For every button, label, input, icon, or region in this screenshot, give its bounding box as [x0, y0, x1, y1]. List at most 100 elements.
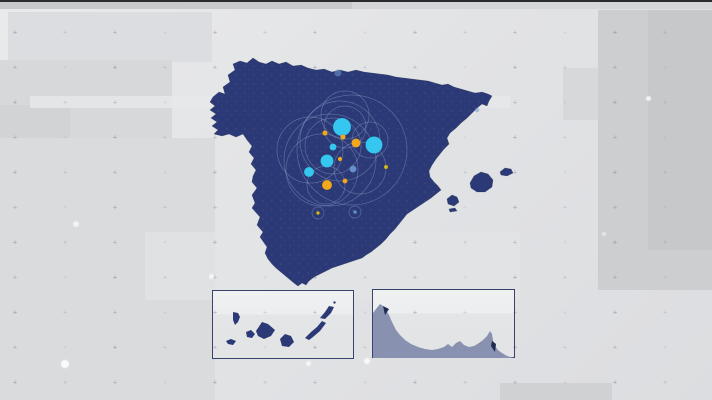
white-dot	[73, 221, 79, 227]
grid-plus-mark: +	[662, 133, 668, 142]
radar-ring	[296, 94, 408, 206]
grid-plus-mark: +	[412, 203, 418, 212]
grid-plus-mark: +	[612, 238, 618, 247]
grid-plus-mark: +	[262, 273, 268, 282]
grid-plus-mark: +	[12, 308, 18, 317]
grid-plus-mark: +	[512, 378, 518, 387]
grid-plus-mark: +	[112, 98, 118, 107]
grid-plus-mark: +	[312, 378, 318, 387]
grid-plus-mark: +	[212, 98, 218, 107]
grid-plus-mark: +	[462, 63, 468, 72]
grid-plus-mark: +	[162, 238, 168, 247]
grid-plus-mark: +	[112, 168, 118, 177]
grid-plus-mark: +	[562, 63, 568, 72]
map-bubble-cyan	[320, 154, 334, 168]
grid-plus-mark: +	[612, 28, 618, 37]
grid-plus-mark: +	[462, 168, 468, 177]
background-panel	[598, 10, 712, 290]
grid-plus-mark: +	[12, 168, 18, 177]
map-bubble-cyan	[303, 166, 315, 178]
grid-plus-mark: +	[512, 98, 518, 107]
grid-plus-mark: +	[362, 273, 368, 282]
grid-plus-mark: +	[512, 203, 518, 212]
background-panel	[0, 138, 215, 400]
grid-plus-mark: +	[12, 273, 18, 282]
grid-plus-mark: +	[62, 308, 68, 317]
grid-plus-mark: +	[562, 378, 568, 387]
radar-ring	[323, 105, 367, 149]
grid-plus-mark: +	[262, 133, 268, 142]
grid-plus-mark: +	[262, 238, 268, 247]
grid-plus-mark: +	[62, 168, 68, 177]
grid-plus-mark: +	[312, 238, 318, 247]
grid-plus-mark: +	[112, 133, 118, 142]
grid-plus-mark: +	[362, 378, 368, 387]
grid-plus-mark: +	[112, 378, 118, 387]
grid-plus-mark: +	[12, 28, 18, 37]
map-bubble-orange	[340, 134, 346, 140]
grid-plus-mark: +	[612, 63, 618, 72]
formentera-island-shape	[448, 207, 458, 213]
grid-plus-mark: +	[512, 133, 518, 142]
grid-plus-mark: +	[162, 343, 168, 352]
background-panel	[0, 2, 352, 9]
background-panel	[30, 96, 510, 108]
background-panel	[0, 60, 172, 138]
grid-plus-mark: +	[562, 133, 568, 142]
grid-plus-mark: +	[312, 203, 318, 212]
grid-plus-mark: +	[212, 63, 218, 72]
map-bubble-orange	[321, 179, 333, 191]
grid-plus-mark: +	[12, 378, 18, 387]
grid-plus-mark: +	[562, 343, 568, 352]
grid-plus-mark: +	[162, 133, 168, 142]
grid-plus-mark: +	[412, 63, 418, 72]
data-bubbles-group	[303, 69, 480, 215]
grid-plus-mark: +	[412, 238, 418, 247]
grid-plus-mark: +	[612, 343, 618, 352]
background-panel	[500, 383, 612, 400]
radar-ring	[283, 113, 377, 207]
spain-peninsula-shape	[209, 57, 493, 287]
menorca-island-shape	[499, 167, 514, 177]
grid-plus-mark: +	[212, 378, 218, 387]
radar-ring	[348, 205, 362, 219]
grid-plus-mark: +	[512, 273, 518, 282]
grid-plus-mark: +	[162, 273, 168, 282]
grid-plus-mark: +	[362, 343, 368, 352]
grid-plus-mark: +	[362, 63, 368, 72]
grid-plus-mark: +	[312, 63, 318, 72]
grid-plus-mark: +	[312, 28, 318, 37]
radar-ring	[299, 100, 381, 182]
map-texture	[209, 57, 493, 287]
map-bubble-yellow	[383, 164, 389, 170]
white-dot	[645, 95, 651, 101]
radar-ring	[304, 117, 362, 175]
grid-plus-mark: +	[312, 98, 318, 107]
grid-plus-mark: +	[212, 203, 218, 212]
grid-plus-mark: +	[112, 238, 118, 247]
grid-plus-mark: +	[162, 168, 168, 177]
grid-plus-mark: +	[112, 343, 118, 352]
map-bubble-cyan	[329, 143, 337, 151]
grid-plus-mark: +	[62, 98, 68, 107]
grid-plus-mark: +	[162, 378, 168, 387]
grid-plus-mark: +	[262, 63, 268, 72]
radar-ring	[276, 116, 344, 184]
grid-plus-mark: +	[262, 378, 268, 387]
white-dot	[61, 360, 69, 368]
grid-plus-mark: +	[62, 28, 68, 37]
grid-plus-mark: +	[362, 28, 368, 37]
grid-plus-mark: +	[362, 238, 368, 247]
grid-plus-mark: +	[462, 378, 468, 387]
radar-ring	[333, 141, 387, 195]
grid-plus-mark: +	[262, 203, 268, 212]
grid-plus-mark: +	[662, 28, 668, 37]
canary-islands-inset	[212, 290, 354, 359]
map-bubble-steel	[474, 107, 480, 113]
grid-plus-mark: +	[662, 203, 668, 212]
radar-ring	[311, 206, 325, 220]
grid-plus-mark: +	[662, 378, 668, 387]
